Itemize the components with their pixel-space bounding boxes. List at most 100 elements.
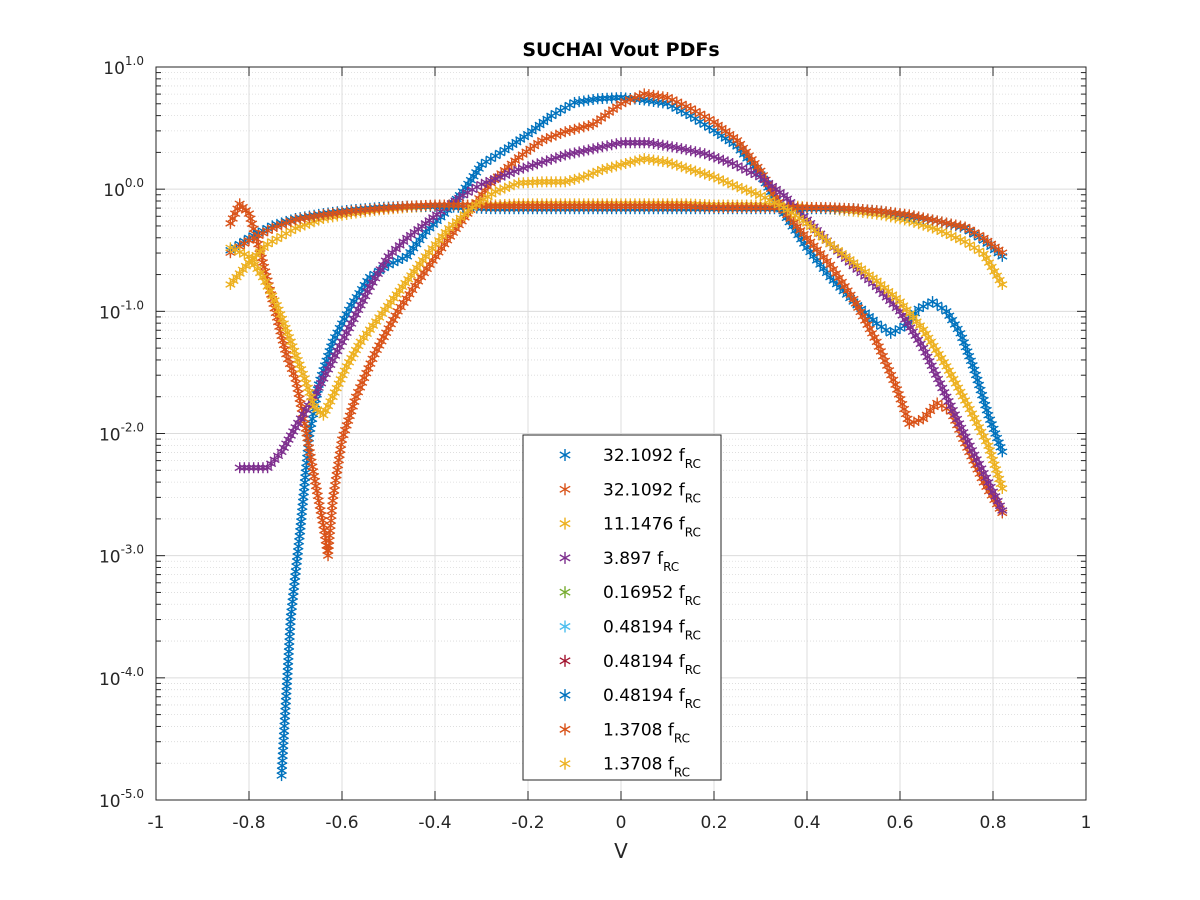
series-10 [225,153,1008,494]
legend-item: 0.16952 fRC [559,583,701,608]
data-point [884,364,895,376]
data-point [853,302,864,314]
data-point [805,221,816,233]
data-point [309,475,321,487]
data-point [955,327,966,339]
legend-label: 32.1092 fRC [603,480,701,505]
data-point [964,440,975,452]
legend: 32.1092 fRC 32.1092 fRC 11.1476 fRC 3.897 f… [522,434,722,781]
legend-item: 1.3708 fRC [559,755,690,780]
data-point [348,313,359,325]
data-point [225,278,236,290]
data-point [387,247,398,259]
data-point [994,473,1005,485]
data-point [871,275,882,287]
x-tick-label: 0.4 [793,813,820,833]
series-9 [225,199,1008,259]
data-point [855,306,866,318]
y-tick-label: 10-5.0 [99,787,144,812]
legend-item: 0.48194 fRC [559,618,701,643]
data-point [299,373,310,385]
data-point [296,363,307,375]
data-point [951,413,963,425]
legend-marker [559,689,571,702]
legend-marker [559,517,571,530]
data-point [411,238,422,250]
data-point [941,305,952,317]
data-point [805,236,816,248]
data-point [252,263,263,275]
data-point [818,251,829,263]
legend-label: 1.3708 fRC [603,720,690,745]
data-point [746,153,757,165]
data-point [980,399,991,411]
x-tick-label: 0.6 [886,813,913,833]
data-point [981,252,992,264]
x-tick-label: -0.2 [511,813,544,833]
data-point [243,250,255,262]
y-tick-label: 10-3.0 [99,543,144,568]
data-point [860,314,871,326]
data-point [301,377,312,389]
data-point [815,247,826,259]
data-point [343,415,354,427]
data-point [290,421,301,433]
data-point [350,391,362,403]
data-point [357,295,369,307]
data-point [305,391,317,403]
data-point [304,387,315,399]
data-point [316,509,327,521]
legend-label: 3.897 fRC [603,549,679,574]
y-tick-label: 101.0 [103,54,144,79]
x-tick-label: 0.8 [979,813,1006,833]
data-point [864,323,875,335]
data-point [257,271,269,283]
legend-label: 0.16952 fRC [603,583,701,608]
data-series-layer [225,88,1008,782]
data-point [801,217,813,229]
data-point [336,434,348,446]
data-point [941,360,952,372]
data-point [347,400,358,412]
legend-marker [559,483,571,496]
chart-title: SUCHAI Vout PDFs [522,39,719,61]
data-point [376,335,387,347]
data-point [380,255,391,267]
data-point [341,308,352,320]
data-point [925,405,936,417]
data-point [367,277,378,289]
data-point [798,228,809,240]
data-point [866,327,878,339]
data-point [378,331,389,343]
data-point [231,271,242,283]
legend-marker [559,620,571,633]
data-point [255,245,266,257]
data-point [288,368,299,380]
y-tick-label: 10-4.0 [99,665,144,690]
data-point [298,408,309,420]
data-point [459,208,470,220]
legend-label: 0.48194 fRC [603,686,701,711]
data-point [349,396,360,408]
data-point [925,336,937,348]
legend-label: 1.3708 fRC [603,755,690,780]
data-point [997,504,1008,516]
data-point [225,217,236,229]
data-point [957,332,968,344]
y-tick-label: 10-1.0 [99,298,144,323]
legend-item: 1.3708 fRC [559,720,690,745]
data-point [997,482,1008,494]
data-point [227,212,238,224]
legend-item: 0.48194 fRC [559,686,701,711]
data-point [326,510,337,522]
data-point [983,257,995,269]
data-point [971,417,982,429]
data-point [331,469,342,481]
data-point [343,304,355,316]
data-point [986,261,997,273]
data-point [978,467,989,479]
data-point [960,341,971,353]
data-point [962,346,973,358]
x-tick-label: -0.8 [232,813,265,833]
